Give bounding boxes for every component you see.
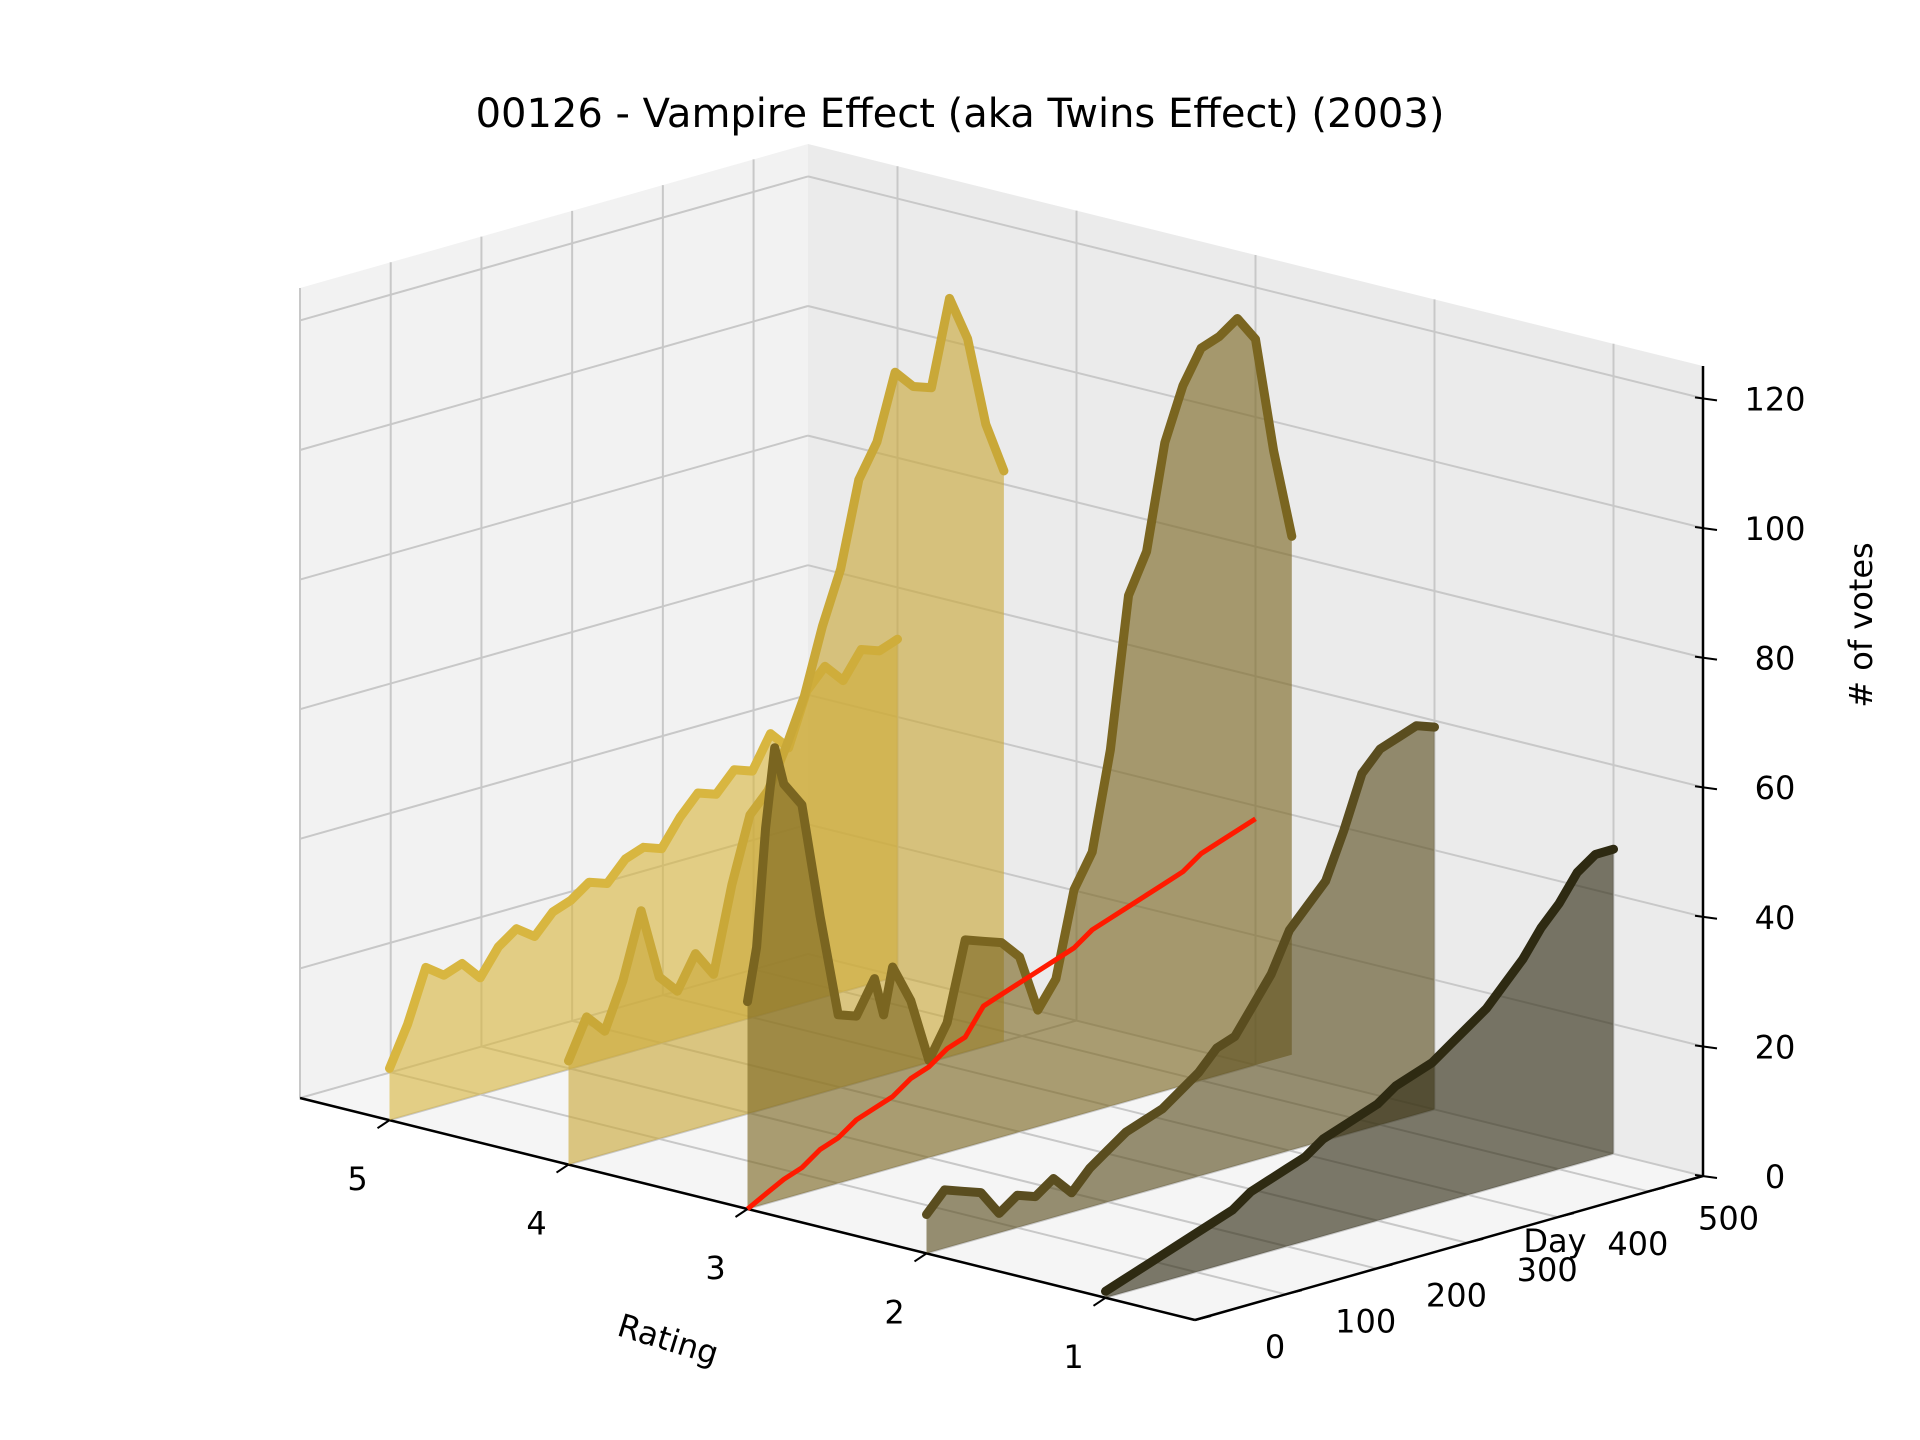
day-axis-line bbox=[1194, 1174, 1704, 1322]
votes-tick-label: 100 bbox=[1744, 510, 1805, 548]
series-line-rating-4 bbox=[564, 293, 1009, 1066]
day-tick bbox=[1557, 1212, 1575, 1219]
votes-tick bbox=[1694, 914, 1718, 920]
back-grid-line bbox=[807, 175, 1704, 400]
day-tick bbox=[1648, 1186, 1665, 1193]
z-axis-label: # of votes bbox=[1842, 542, 1880, 707]
rating-tick-label: 4 bbox=[526, 1205, 546, 1243]
side-grid-line bbox=[299, 434, 809, 581]
votes-tick bbox=[1694, 1044, 1718, 1050]
day-tick-label: 200 bbox=[1426, 1277, 1487, 1315]
rating-tick bbox=[913, 1252, 928, 1263]
floor-grid-line bbox=[390, 1071, 1286, 1296]
series-fill-rating-3 bbox=[747, 318, 1292, 1209]
votes-tick-label: 80 bbox=[1755, 640, 1796, 678]
day-tick bbox=[1194, 1315, 1212, 1321]
day-tick bbox=[1285, 1289, 1302, 1296]
votes-tick bbox=[1694, 655, 1718, 661]
side-grid-line bbox=[299, 693, 809, 840]
series-line-rating-2 bbox=[922, 721, 1439, 1219]
chart-title: 00126 - Vampire Effect (aka Twins Effect… bbox=[476, 91, 1445, 137]
series-line-rating-1 bbox=[1101, 844, 1618, 1296]
votes-tick-label: 120 bbox=[1744, 380, 1805, 418]
side-grid-line bbox=[299, 305, 809, 451]
rating-tick bbox=[734, 1208, 749, 1218]
series-line-rating-3 bbox=[743, 314, 1297, 1065]
series-line-cumulative bbox=[745, 816, 1257, 1211]
day-tick-label: 0 bbox=[1265, 1328, 1285, 1366]
votes-tick-label: 0 bbox=[1765, 1158, 1785, 1196]
rating-tick-label: 2 bbox=[884, 1293, 904, 1331]
day-tick bbox=[1466, 1237, 1484, 1244]
day-tick-label: 500 bbox=[1698, 1199, 1759, 1237]
votes-tick bbox=[1694, 1174, 1718, 1179]
day-tick-label: 400 bbox=[1607, 1225, 1668, 1263]
side-grid-line bbox=[299, 564, 809, 711]
votes-tick-label: 20 bbox=[1755, 1028, 1796, 1066]
day-tick-label: 300 bbox=[1517, 1251, 1578, 1289]
votes-tick bbox=[1694, 785, 1718, 791]
rating-tick bbox=[376, 1119, 391, 1130]
day-tick bbox=[1376, 1263, 1393, 1270]
series-layer bbox=[385, 293, 1618, 1298]
series-fill-rating-2 bbox=[926, 725, 1435, 1254]
votes-tick-label: 40 bbox=[1755, 899, 1796, 937]
rating-tick bbox=[555, 1163, 570, 1174]
series-fill-rating-1 bbox=[1105, 849, 1614, 1298]
x-axis-label: Rating bbox=[613, 1306, 723, 1373]
y-axis-label: Day bbox=[1523, 1222, 1586, 1260]
rating-tick-label: 5 bbox=[347, 1160, 367, 1198]
side-grid-line bbox=[299, 175, 809, 322]
floor-grid-line bbox=[747, 1064, 1256, 1210]
rating-tick bbox=[1092, 1296, 1107, 1307]
votes-tick-label: 60 bbox=[1755, 769, 1796, 807]
day-tick-label: 100 bbox=[1335, 1302, 1396, 1340]
votes-tick bbox=[1694, 396, 1718, 402]
series-fill-rating-4 bbox=[568, 298, 1004, 1165]
rating-tick-label: 3 bbox=[705, 1249, 725, 1287]
rating-tick-label: 1 bbox=[1063, 1338, 1083, 1376]
votes-tick bbox=[1694, 526, 1718, 531]
